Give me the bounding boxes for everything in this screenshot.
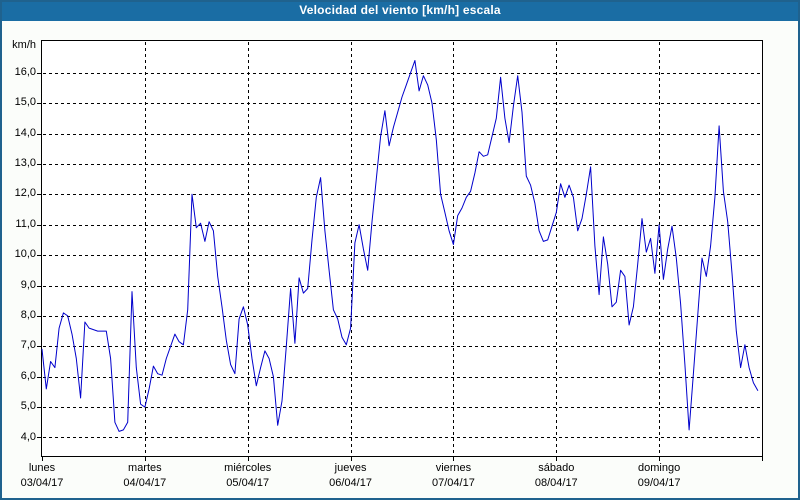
plot-frame — [41, 40, 763, 457]
wind-speed-series-line — [41, 60, 759, 432]
plot-background — [42, 41, 762, 456]
chart-title-bar: Velocidad del viento [km/h] escala — [0, 0, 800, 21]
chart-title: Velocidad del viento [km/h] escala — [299, 3, 501, 17]
